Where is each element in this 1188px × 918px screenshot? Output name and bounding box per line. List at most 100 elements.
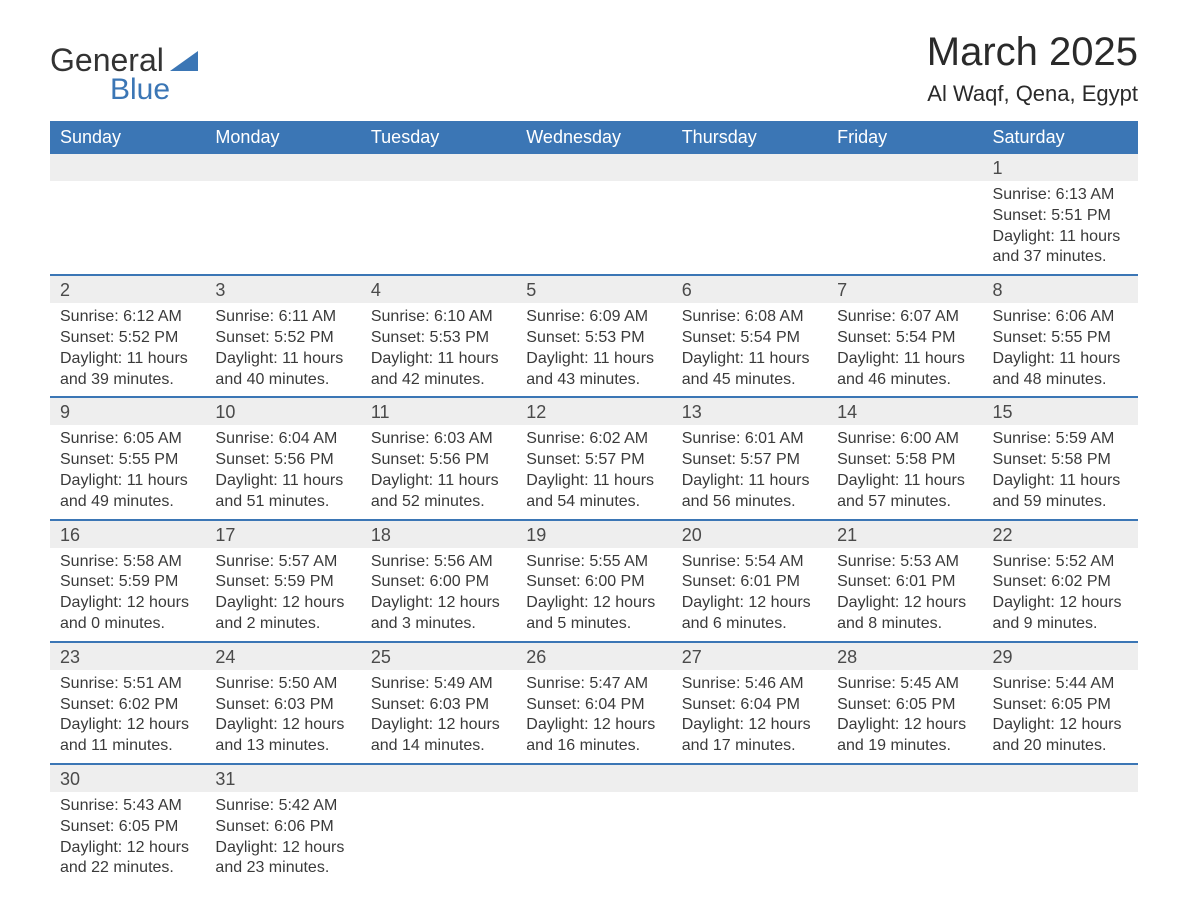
day-number-cell [827, 764, 982, 792]
sunrise-text: Sunrise: 5:58 AM [60, 552, 195, 573]
location-title: Al Waqf, Qena, Egypt [927, 81, 1138, 107]
day-info-cell [516, 792, 671, 885]
day-info-cell [827, 792, 982, 885]
day-number-cell: 30 [50, 764, 205, 792]
daylight-text-1: Daylight: 12 hours [371, 593, 506, 614]
daylight-text-2: and 40 minutes. [215, 370, 350, 391]
daylight-text-1: Daylight: 12 hours [526, 715, 661, 736]
day-number-cell: 3 [205, 275, 360, 303]
day-info-cell: Sunrise: 5:59 AMSunset: 5:58 PMDaylight:… [983, 425, 1138, 519]
day-number-cell: 28 [827, 642, 982, 670]
daylight-text-1: Daylight: 11 hours [837, 471, 972, 492]
daylight-text-2: and 9 minutes. [993, 614, 1128, 635]
day-number-cell [827, 154, 982, 181]
daylight-text-2: and 43 minutes. [526, 370, 661, 391]
daylight-text-2: and 11 minutes. [60, 736, 195, 757]
sunrise-text: Sunrise: 6:12 AM [60, 307, 195, 328]
day-info-cell [361, 792, 516, 885]
day-info-cell: Sunrise: 6:05 AMSunset: 5:55 PMDaylight:… [50, 425, 205, 519]
day-number-cell: 19 [516, 520, 671, 548]
sunrise-text: Sunrise: 5:55 AM [526, 552, 661, 573]
sunset-text: Sunset: 5:54 PM [837, 328, 972, 349]
daylight-text-1: Daylight: 12 hours [682, 715, 817, 736]
sunrise-text: Sunrise: 5:47 AM [526, 674, 661, 695]
day-info-cell: Sunrise: 6:04 AMSunset: 5:56 PMDaylight:… [205, 425, 360, 519]
day-number-cell: 10 [205, 397, 360, 425]
daylight-text-2: and 45 minutes. [682, 370, 817, 391]
sunset-text: Sunset: 6:05 PM [993, 695, 1128, 716]
daylight-text-2: and 13 minutes. [215, 736, 350, 757]
weekday-header: Thursday [672, 121, 827, 154]
day-number-cell: 18 [361, 520, 516, 548]
daylight-text-1: Daylight: 12 hours [526, 593, 661, 614]
day-info-cell: Sunrise: 6:06 AMSunset: 5:55 PMDaylight:… [983, 303, 1138, 397]
daylight-text-2: and 22 minutes. [60, 858, 195, 879]
sunrise-text: Sunrise: 6:03 AM [371, 429, 506, 450]
day-number-cell: 14 [827, 397, 982, 425]
daylight-text-1: Daylight: 11 hours [993, 471, 1128, 492]
weekday-header: Wednesday [516, 121, 671, 154]
daylight-text-1: Daylight: 12 hours [60, 838, 195, 859]
day-number-row: 3031 [50, 764, 1138, 792]
daylight-text-1: Daylight: 12 hours [215, 715, 350, 736]
day-number-row: 1 [50, 154, 1138, 181]
daylight-text-1: Daylight: 12 hours [837, 715, 972, 736]
daylight-text-1: Daylight: 11 hours [371, 471, 506, 492]
daylight-text-1: Daylight: 12 hours [60, 593, 195, 614]
day-number-cell [672, 154, 827, 181]
day-number-cell: 9 [50, 397, 205, 425]
day-info-cell: Sunrise: 5:52 AMSunset: 6:02 PMDaylight:… [983, 548, 1138, 642]
sunset-text: Sunset: 5:56 PM [371, 450, 506, 471]
day-info-cell: Sunrise: 5:53 AMSunset: 6:01 PMDaylight:… [827, 548, 982, 642]
day-info-row: Sunrise: 5:51 AMSunset: 6:02 PMDaylight:… [50, 670, 1138, 764]
sunrise-text: Sunrise: 5:59 AM [993, 429, 1128, 450]
day-info-row: Sunrise: 6:13 AMSunset: 5:51 PMDaylight:… [50, 181, 1138, 275]
daylight-text-2: and 52 minutes. [371, 492, 506, 513]
daylight-text-2: and 49 minutes. [60, 492, 195, 513]
day-number-cell: 31 [205, 764, 360, 792]
sunset-text: Sunset: 5:51 PM [993, 206, 1128, 227]
sunrise-text: Sunrise: 6:02 AM [526, 429, 661, 450]
daylight-text-1: Daylight: 12 hours [837, 593, 972, 614]
sunrise-text: Sunrise: 5:50 AM [215, 674, 350, 695]
day-number-cell [361, 154, 516, 181]
day-number-cell: 5 [516, 275, 671, 303]
day-info-cell: Sunrise: 5:56 AMSunset: 6:00 PMDaylight:… [361, 548, 516, 642]
logo-triangle-icon [170, 51, 198, 71]
weekday-header: Saturday [983, 121, 1138, 154]
day-number-cell [205, 154, 360, 181]
daylight-text-1: Daylight: 11 hours [60, 349, 195, 370]
sunset-text: Sunset: 5:58 PM [993, 450, 1128, 471]
day-info-cell: Sunrise: 6:00 AMSunset: 5:58 PMDaylight:… [827, 425, 982, 519]
sunrise-text: Sunrise: 6:13 AM [993, 185, 1128, 206]
sunset-text: Sunset: 6:03 PM [215, 695, 350, 716]
day-number-row: 16171819202122 [50, 520, 1138, 548]
daylight-text-1: Daylight: 11 hours [215, 471, 350, 492]
day-number-cell: 4 [361, 275, 516, 303]
sunset-text: Sunset: 6:00 PM [526, 572, 661, 593]
day-number-cell: 29 [983, 642, 1138, 670]
sunset-text: Sunset: 5:57 PM [526, 450, 661, 471]
day-info-cell: Sunrise: 5:49 AMSunset: 6:03 PMDaylight:… [361, 670, 516, 764]
sunset-text: Sunset: 6:01 PM [682, 572, 817, 593]
daylight-text-1: Daylight: 12 hours [60, 715, 195, 736]
day-number-cell: 21 [827, 520, 982, 548]
sunset-text: Sunset: 5:53 PM [526, 328, 661, 349]
sunrise-text: Sunrise: 6:08 AM [682, 307, 817, 328]
day-info-cell: Sunrise: 5:51 AMSunset: 6:02 PMDaylight:… [50, 670, 205, 764]
daylight-text-1: Daylight: 12 hours [215, 593, 350, 614]
day-number-cell: 25 [361, 642, 516, 670]
daylight-text-1: Daylight: 12 hours [993, 715, 1128, 736]
sunset-text: Sunset: 6:05 PM [60, 817, 195, 838]
daylight-text-2: and 16 minutes. [526, 736, 661, 757]
sunset-text: Sunset: 6:02 PM [993, 572, 1128, 593]
sunrise-text: Sunrise: 5:57 AM [215, 552, 350, 573]
day-info-cell: Sunrise: 5:44 AMSunset: 6:05 PMDaylight:… [983, 670, 1138, 764]
day-info-cell [205, 181, 360, 275]
day-info-row: Sunrise: 5:43 AMSunset: 6:05 PMDaylight:… [50, 792, 1138, 885]
day-info-cell: Sunrise: 5:46 AMSunset: 6:04 PMDaylight:… [672, 670, 827, 764]
day-info-cell: Sunrise: 5:57 AMSunset: 5:59 PMDaylight:… [205, 548, 360, 642]
day-info-cell [361, 181, 516, 275]
day-number-cell: 16 [50, 520, 205, 548]
day-info-cell [983, 792, 1138, 885]
